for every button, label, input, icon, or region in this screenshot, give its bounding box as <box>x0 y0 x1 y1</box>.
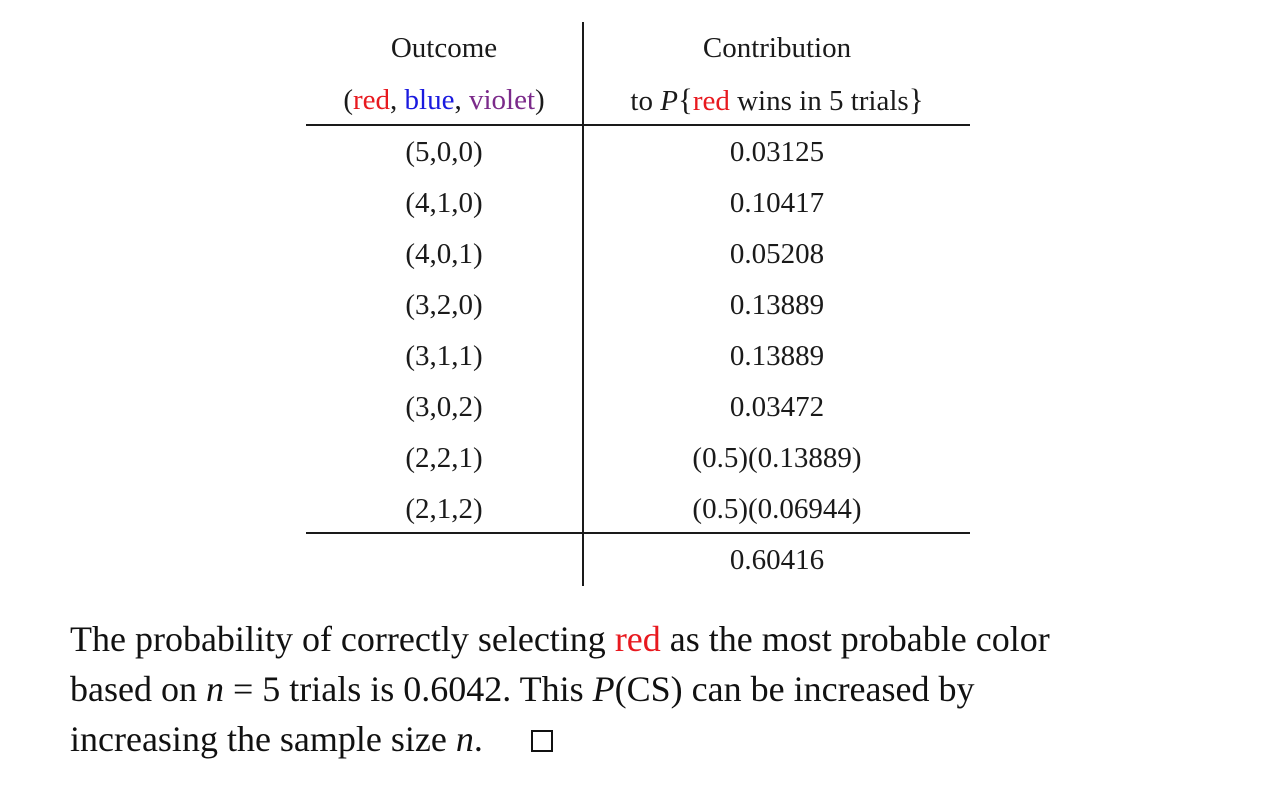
qed-square-icon <box>530 730 553 752</box>
paragraph-line: increasing the sample size n. <box>70 714 1250 764</box>
color-red-label: red <box>352 84 391 116</box>
right-brace: } <box>908 82 924 117</box>
separator: , <box>390 84 405 116</box>
text-segment: . <box>473 719 483 759</box>
math-p: P <box>592 669 615 709</box>
text-segment: trials is 0.6042. This <box>280 669 593 709</box>
text-segment: (CS) can be increased by <box>614 669 975 709</box>
row-outcome: (3,2,0) <box>405 289 483 321</box>
text-segment: based on <box>70 669 206 709</box>
row-contribution: (0.5)(0.13889) <box>692 442 862 474</box>
header-rule <box>306 124 970 126</box>
math-n: n <box>205 669 224 709</box>
row-outcome: (4,0,1) <box>405 238 483 270</box>
left-brace: { <box>677 82 693 117</box>
row-contribution: 0.10417 <box>729 187 825 219</box>
row-contribution: 0.05208 <box>729 238 825 270</box>
header-outcome-colors: (red, blue, violet) <box>306 78 582 122</box>
text-segment: The probability of correctly selecting <box>70 619 615 659</box>
color-violet-label: violet <box>468 84 535 116</box>
row-contribution: 0.13889 <box>729 289 825 321</box>
to-word: to <box>630 85 661 117</box>
row-contribution: 0.03472 <box>729 391 825 423</box>
header-contribution: Contribution <box>702 32 852 64</box>
red-word: red <box>614 619 661 659</box>
text-segment: increasing the sample size <box>70 719 456 759</box>
row-outcome: (4,1,0) <box>405 187 483 219</box>
row-contribution: 0.13889 <box>729 340 825 372</box>
column-divider <box>582 22 584 586</box>
probability-symbol: P <box>660 85 678 117</box>
row-contribution: (0.5)(0.06944) <box>692 493 862 525</box>
event-text: wins in 5 trials <box>729 85 909 117</box>
paren-close: ) <box>535 84 545 116</box>
row-outcome: (3,0,2) <box>405 391 483 423</box>
row-outcome: (3,1,1) <box>405 340 483 372</box>
math-equals: = 5 <box>223 669 281 709</box>
row-contribution: 0.03125 <box>729 136 825 168</box>
event-red-label: red <box>692 85 730 117</box>
row-outcome: (2,1,2) <box>405 493 483 525</box>
total-rule <box>306 532 970 534</box>
color-blue-label: blue <box>404 84 455 116</box>
row-outcome: (2,2,1) <box>405 442 483 474</box>
math-n: n <box>455 719 474 759</box>
header-contribution-event: to P{red wins in 5 trials} <box>584 78 970 122</box>
text-segment: as the most probable color <box>660 619 1050 659</box>
separator: , <box>454 84 469 116</box>
probability-table: Outcome (red, blue, violet) Contribution… <box>306 22 970 586</box>
paren-open: ( <box>343 84 353 116</box>
header-outcome: Outcome <box>390 32 498 64</box>
paragraph-line: based on n = 5 trials is 0.6042. This P(… <box>70 664 1250 714</box>
row-outcome: (5,0,0) <box>405 136 483 168</box>
total-contribution: 0.60416 <box>729 544 825 576</box>
conclusion-paragraph: The probability of correctly selecting r… <box>70 614 1250 764</box>
paragraph-line: The probability of correctly selecting r… <box>70 614 1250 664</box>
